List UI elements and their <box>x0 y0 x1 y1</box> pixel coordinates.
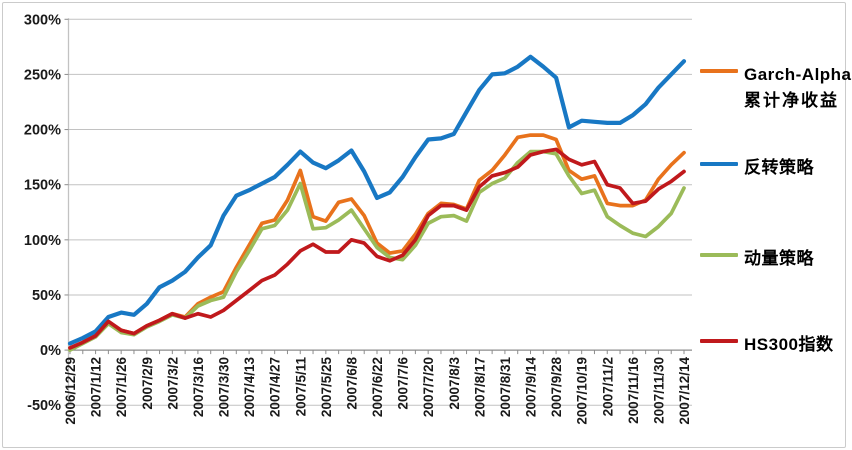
x-tick-label: 2007/5/25 <box>319 357 334 418</box>
legend-swatch-momentum <box>700 253 738 257</box>
x-tick-label: 2007/2/9 <box>140 357 155 410</box>
x-tick-label: 2007/8/31 <box>498 357 513 418</box>
x-tick-label: 2007/9/28 <box>549 357 564 418</box>
x-tick-label: 2007/1/12 <box>89 357 104 417</box>
x-tick-label: 2007/3/16 <box>191 357 206 418</box>
legend-label-line2: 累计净收益 <box>744 91 839 110</box>
x-axis-labels: 2006/12/29 2007/1/12 2007/1/26 2007/2/9 2007… <box>63 357 692 425</box>
chart-legend: Garch-Alpha 累计净收益 反转策略 动量策略 HS300指数 <box>698 0 851 450</box>
legend-label-momentum: 动量策略 <box>744 249 814 268</box>
legend-label-reversal: 反转策略 <box>744 158 814 177</box>
x-tick-label: 2007/3/30 <box>217 357 232 417</box>
x-tick-label: 2007/11/2 <box>600 357 615 416</box>
y-tick-label: 200% <box>24 123 61 139</box>
x-tick-label: 2007/3/2 <box>165 357 180 410</box>
series-line-1 <box>67 54 687 346</box>
x-tick-label: 2007/6/8 <box>344 357 359 410</box>
y-tick-label: 50% <box>32 288 61 304</box>
series-lines <box>67 54 687 352</box>
x-tick-label: 2007/8/17 <box>472 357 487 417</box>
legend-swatch-reversal <box>700 162 738 166</box>
x-tick-label: 2007/11/16 <box>626 357 641 424</box>
x-tick-label: 2007/4/27 <box>268 357 283 417</box>
x-tick-label: 2007/9/14 <box>524 357 539 418</box>
x-tick-label: 2007/4/13 <box>242 357 257 418</box>
x-tick-label: 2006/12/29 <box>63 357 78 425</box>
x-tick-label: 2007/6/22 <box>370 357 385 417</box>
legend-item-reversal[interactable]: 反转策略 <box>698 155 848 181</box>
y-tick-label: 0% <box>40 343 61 359</box>
gridlines <box>68 18 692 406</box>
y-tick-label: 150% <box>24 178 61 194</box>
y-tick-label: -50% <box>27 398 61 414</box>
y-tick-label: 300% <box>24 12 61 28</box>
legend-label-hs300: HS300指数 <box>744 335 834 354</box>
x-tick-label: 2007/8/3 <box>447 357 462 410</box>
x-tick-label: 2007/10/19 <box>575 357 590 425</box>
x-tick-label: 2007/11/30 <box>651 357 666 424</box>
x-tick-label: 2007/7/20 <box>421 357 436 417</box>
legend-label-line1: Garch-Alpha <box>744 65 852 84</box>
legend-item-momentum[interactable]: 动量策略 <box>698 246 848 272</box>
legend-item-hs300[interactable]: HS300指数 <box>698 332 848 358</box>
axes <box>64 18 692 406</box>
y-axis-labels: 300% 250% 200% 150% 100% 50% 0% -50% <box>24 12 61 414</box>
legend-swatch-garch-alpha <box>700 69 738 73</box>
series-line-0 <box>68 133 686 350</box>
x-tick-label: 2007/1/26 <box>114 357 129 418</box>
y-tick-label: 250% <box>24 67 61 83</box>
x-tick-label: 2007/12/14 <box>677 357 692 425</box>
legend-label-garch-alpha: Garch-Alpha 累计净收益 <box>744 62 852 114</box>
x-tick-label: 2007/5/11 <box>293 357 308 417</box>
series-line-3 <box>68 147 686 350</box>
y-tick-label: 100% <box>24 233 61 249</box>
legend-item-garch-alpha[interactable]: Garch-Alpha 累计净收益 <box>698 62 851 114</box>
legend-swatch-hs300 <box>700 339 738 343</box>
x-tick-label: 2007/7/6 <box>396 357 411 410</box>
